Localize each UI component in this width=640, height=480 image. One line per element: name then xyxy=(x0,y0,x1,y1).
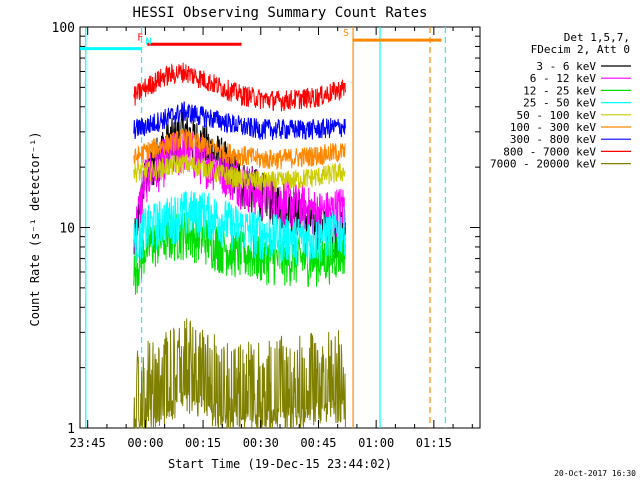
legend-label-0: 3 - 6 keV xyxy=(536,60,596,73)
series-line-7 xyxy=(133,62,346,112)
x-tick-label-3: 00:30 xyxy=(243,436,279,450)
flag-label-0: F xyxy=(137,32,143,43)
flag-label-1: N xyxy=(146,37,152,48)
legend-label-4: 50 - 100 keV xyxy=(517,109,597,122)
x-tick-label-5: 01:00 xyxy=(358,436,394,450)
series-lines xyxy=(133,62,346,429)
y-tick-label-1: 10 xyxy=(59,222,75,237)
chart-title: HESSI Observing Summary Count Rates xyxy=(132,5,427,21)
legend-label-5: 100 - 300 keV xyxy=(510,121,596,134)
legend-label-8: 7000 - 20000 keV xyxy=(490,158,596,171)
x-tick-label-2: 00:15 xyxy=(185,436,221,450)
flag-label-2: S xyxy=(343,28,349,39)
series-line-4 xyxy=(133,154,346,193)
legend-header-line-2: FDecim 2, Att 0 xyxy=(531,43,630,56)
x-tick-label-4: 00:45 xyxy=(300,436,336,450)
axes: 23:45 00:00 00:15 00:30 00:45 01:00 01:15 1 10 10… xyxy=(52,21,480,450)
footer-date: 20-Oct-2017 16:30 xyxy=(554,469,636,478)
y-axis-label: Count Rate (s⁻¹ detector⁻¹) xyxy=(28,131,42,326)
x-tick-label-1: 00:00 xyxy=(127,436,163,450)
y-tick-label-2: 100 xyxy=(52,21,75,36)
series-line-6 xyxy=(133,101,346,141)
legend-label-1: 6 - 12 keV xyxy=(530,72,597,85)
flag-bars: F N S xyxy=(80,28,442,51)
legend-header-line-1: Det 1,5,7, xyxy=(564,31,630,44)
series-line-5 xyxy=(133,128,346,170)
legend-label-2: 12 - 25 keV xyxy=(523,84,596,97)
y-tick-label-0: 1 xyxy=(67,422,75,437)
x-tick-label-0: 23:45 xyxy=(70,436,106,450)
legend-label-6: 300 - 800 keV xyxy=(510,133,596,146)
legend-label-3: 25 - 50 keV xyxy=(523,97,596,110)
legend-label-7: 800 - 7000 keV xyxy=(503,145,596,158)
series-line-3 xyxy=(133,191,346,268)
series-line-8 xyxy=(133,318,346,429)
x-axis-label: Start Time (19-Dec-15 23:44:02) xyxy=(168,457,392,471)
x-tick-label-6: 01:15 xyxy=(416,436,452,450)
